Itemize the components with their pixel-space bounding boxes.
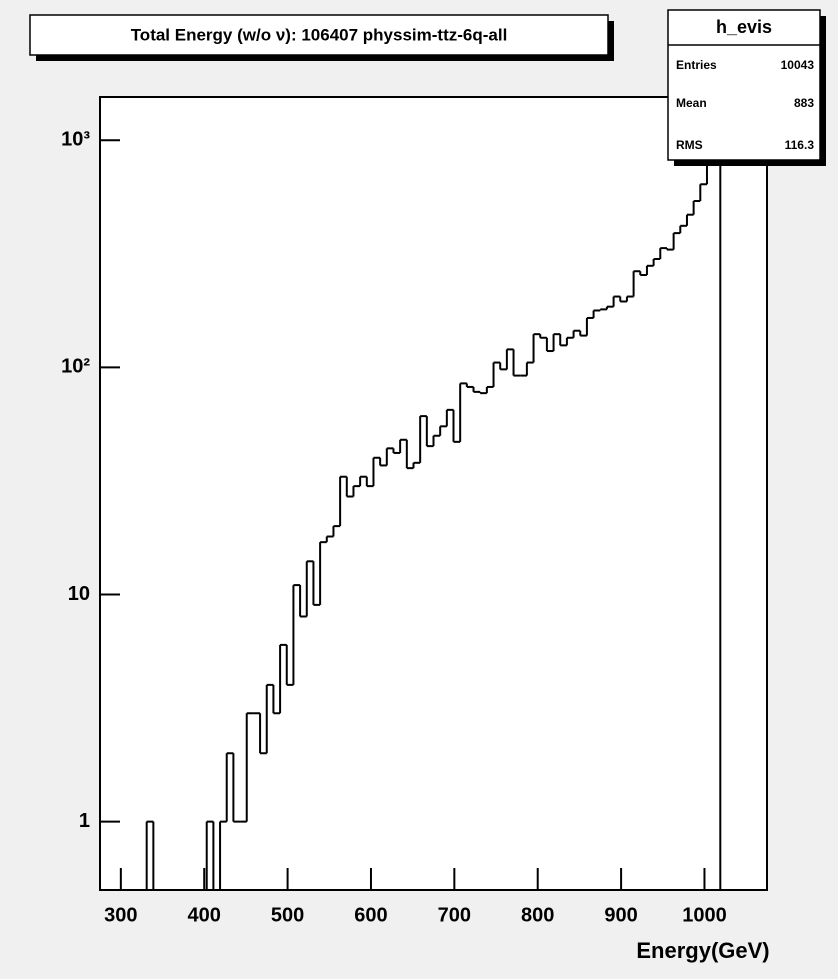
stats-box — [667, 9, 821, 161]
x-tick-label: 800 — [521, 904, 554, 926]
x-tick-label: 500 — [271, 904, 304, 926]
stats-label: Mean — [676, 96, 707, 110]
histogram — [100, 97, 767, 890]
stats-value: 116.3 — [785, 138, 815, 152]
x-tick-label: 1000 — [682, 904, 727, 926]
title-box — [29, 14, 609, 56]
plot-area — [100, 97, 767, 890]
stats-label: RMS — [676, 138, 703, 152]
x-tick-label: 400 — [188, 904, 221, 926]
plot-frame — [99, 96, 768, 891]
stats-value: 10043 — [781, 58, 815, 72]
y-tick-label: 1 — [79, 810, 90, 832]
x-tick-label: 600 — [354, 904, 387, 926]
stats-label: Entries — [676, 58, 717, 72]
y-tick-label: 10³ — [61, 129, 90, 151]
stats-title: h_evis — [716, 17, 772, 37]
x-tick-label: 700 — [438, 904, 471, 926]
x-axis-label: Energy(GeV) — [636, 938, 769, 963]
stats-value: 883 — [794, 96, 814, 110]
x-tick-label: 300 — [104, 904, 137, 926]
chart-title: Total Energy (w/o ν): 106407 physsim-ttz… — [131, 25, 508, 44]
y-tick-label: 10² — [61, 356, 90, 378]
x-tick-label: 900 — [604, 904, 637, 926]
y-tick-label: 10 — [68, 583, 90, 605]
